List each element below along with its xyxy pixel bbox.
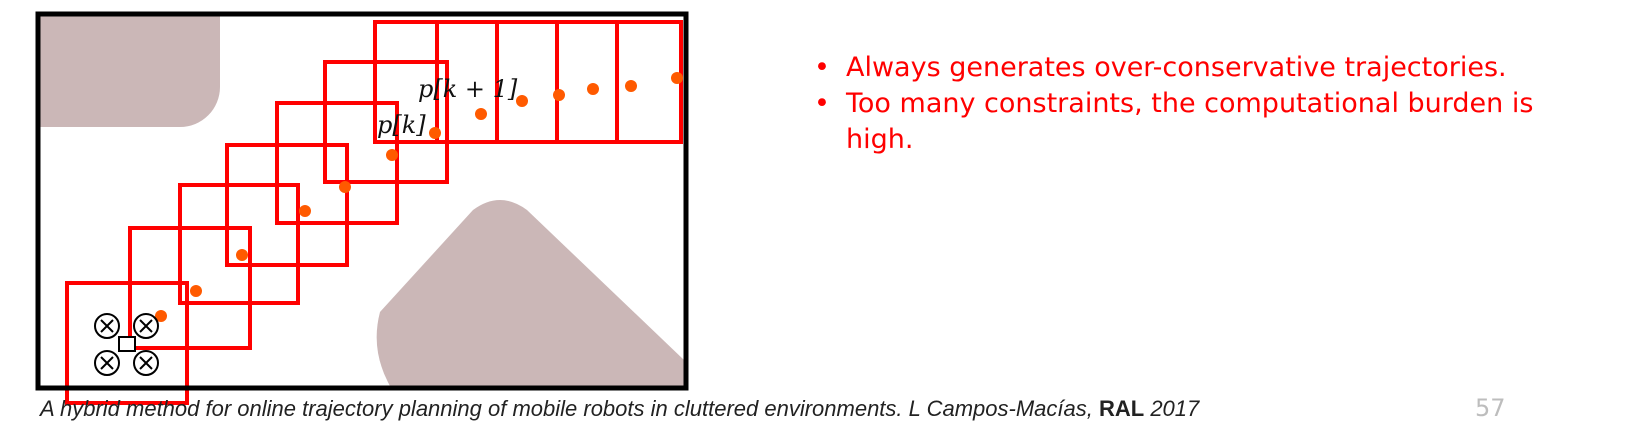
- waypoint: [190, 285, 202, 297]
- waypoint: [386, 149, 398, 161]
- waypoint: [516, 95, 528, 107]
- label-pk: p[k]: [377, 111, 426, 139]
- citation-text: A hybrid method for online trajectory pl…: [40, 396, 1099, 421]
- citation: A hybrid method for online trajectory pl…: [40, 396, 1440, 422]
- waypoint: [625, 80, 637, 92]
- corridor-box: [225, 143, 349, 267]
- figure-frame: [35, 11, 689, 391]
- waypoint: [155, 310, 167, 322]
- bullet-item: Always generates over-conservative traje…: [810, 50, 1590, 86]
- corridor-box: [275, 101, 399, 225]
- quadrotor-icon: [94, 313, 159, 376]
- waypoints: [124, 72, 683, 348]
- bullet-list: Always generates over-conservative traje…: [810, 50, 1590, 158]
- label-pk1: p[k + 1]: [418, 75, 518, 103]
- waypoint: [475, 108, 487, 120]
- obstacle-bottom-right: [376, 200, 684, 386]
- waypoint: [299, 205, 311, 217]
- corridor-box: [178, 183, 300, 305]
- waypoint: [553, 89, 565, 101]
- page-number: 57: [1475, 394, 1506, 422]
- corridor-box: [323, 60, 449, 184]
- waypoint: [339, 181, 351, 193]
- corridor-box: [128, 226, 252, 350]
- trajectory-figure: p[k] p[k + 1]: [35, 11, 689, 405]
- obstacle-top-left: [40, 16, 220, 127]
- citation-year: 2017: [1144, 396, 1200, 421]
- corridor-box: [65, 281, 189, 405]
- citation-venue: RAL: [1098, 396, 1145, 421]
- bullet-item: Too many constraints, the computational …: [810, 86, 1590, 158]
- waypoint: [429, 127, 441, 139]
- waypoint: [587, 83, 599, 95]
- waypoint: [671, 72, 683, 84]
- waypoint: [236, 249, 248, 261]
